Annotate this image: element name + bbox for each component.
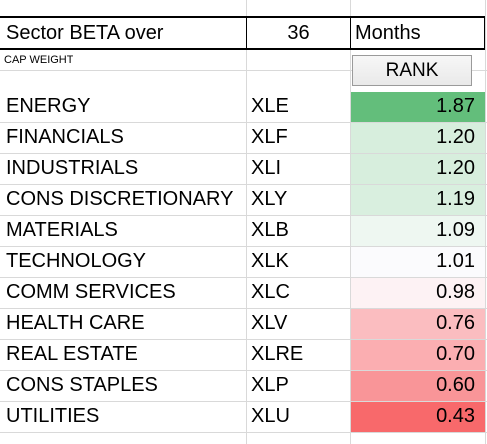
row-divider (0, 401, 487, 402)
beta-value-cell[interactable]: 1.01 (436, 250, 475, 272)
beta-value-cell[interactable]: 1.09 (436, 219, 475, 241)
ticker-cell[interactable]: XLRE (251, 343, 304, 365)
beta-color-fill (351, 154, 485, 184)
beta-value-cell[interactable]: 0.70 (436, 343, 475, 365)
title-row-border (0, 16, 485, 50)
row-divider (0, 215, 487, 216)
column-divider (485, 0, 486, 444)
ticker-cell[interactable]: XLY (251, 188, 288, 210)
row-divider (0, 432, 487, 433)
sector-name-cell[interactable]: CONS STAPLES (6, 374, 158, 396)
sector-name-cell[interactable]: COMM SERVICES (6, 281, 176, 303)
beta-color-fill (351, 216, 485, 246)
beta-value-cell[interactable]: 1.20 (436, 126, 475, 148)
ticker-cell[interactable]: XLB (251, 219, 289, 241)
row-divider (0, 153, 487, 154)
sector-name-cell[interactable]: HEALTH CARE (6, 312, 145, 334)
sector-name-cell[interactable]: TECHNOLOGY (6, 250, 147, 272)
ticker-cell[interactable]: XLU (251, 405, 290, 427)
ticker-cell[interactable]: XLF (251, 126, 288, 148)
row-divider (0, 308, 487, 309)
beta-color-fill (351, 185, 485, 215)
period-unit[interactable]: Months (355, 22, 421, 44)
sector-name-cell[interactable]: CONS DISCRETIONARY (6, 188, 234, 210)
beta-color-fill (351, 247, 485, 277)
beta-color-fill (351, 92, 485, 122)
rank-button[interactable]: RANK (352, 55, 472, 86)
sector-name-cell[interactable]: ENERGY (6, 95, 91, 117)
column-divider (246, 0, 247, 444)
row-divider (0, 70, 487, 71)
beta-value-cell[interactable]: 1.87 (436, 95, 475, 117)
beta-value-cell[interactable]: 0.98 (436, 281, 475, 303)
beta-value-cell[interactable]: 1.20 (436, 157, 475, 179)
row-divider (0, 122, 487, 123)
beta-value-cell[interactable]: 1.19 (436, 188, 475, 210)
cap-weight-label[interactable]: CAP WEIGHT (4, 54, 74, 66)
sector-name-cell[interactable]: FINANCIALS (6, 126, 124, 148)
row-divider (0, 246, 487, 247)
ticker-cell[interactable]: XLV (251, 312, 288, 334)
beta-value-cell[interactable]: 0.76 (436, 312, 475, 334)
period-value[interactable]: 36 (287, 22, 310, 44)
beta-value-cell[interactable]: 0.60 (436, 374, 475, 396)
beta-color-fill (351, 309, 485, 339)
sector-name-cell[interactable]: MATERIALS (6, 219, 118, 241)
row-divider (0, 184, 487, 185)
ticker-cell[interactable]: XLE (251, 95, 289, 117)
beta-color-fill (351, 278, 485, 308)
sector-name-cell[interactable]: UTILITIES (6, 405, 100, 427)
beta-color-fill (351, 340, 485, 370)
beta-color-fill (351, 123, 485, 153)
sheet-title[interactable]: Sector BETA over (6, 22, 164, 44)
title-row-divider (350, 17, 351, 49)
ticker-cell[interactable]: XLP (251, 374, 289, 396)
row-divider (0, 339, 487, 340)
ticker-cell[interactable]: XLK (251, 250, 289, 272)
sector-name-cell[interactable]: REAL ESTATE (6, 343, 138, 365)
title-row-divider (246, 17, 247, 49)
ticker-cell[interactable]: XLC (251, 281, 290, 303)
beta-color-fill (351, 402, 485, 432)
ticker-cell[interactable]: XLI (251, 157, 282, 179)
column-divider (350, 0, 351, 444)
beta-value-cell[interactable]: 0.43 (436, 405, 475, 427)
beta-color-fill (351, 371, 485, 401)
row-divider (0, 370, 487, 371)
sector-name-cell[interactable]: INDUSTRIALS (6, 157, 139, 179)
row-divider (0, 277, 487, 278)
